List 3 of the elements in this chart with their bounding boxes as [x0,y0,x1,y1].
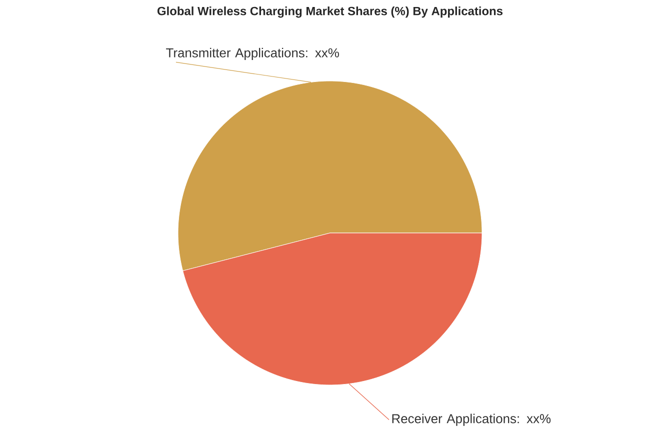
chart-title: Global Wireless Charging Market Shares (%) By Applications [157,6,503,18]
slice-label: Transmitter Applications: xx% [166,48,339,60]
slice-label: Receiver Applications: xx% [392,414,551,426]
